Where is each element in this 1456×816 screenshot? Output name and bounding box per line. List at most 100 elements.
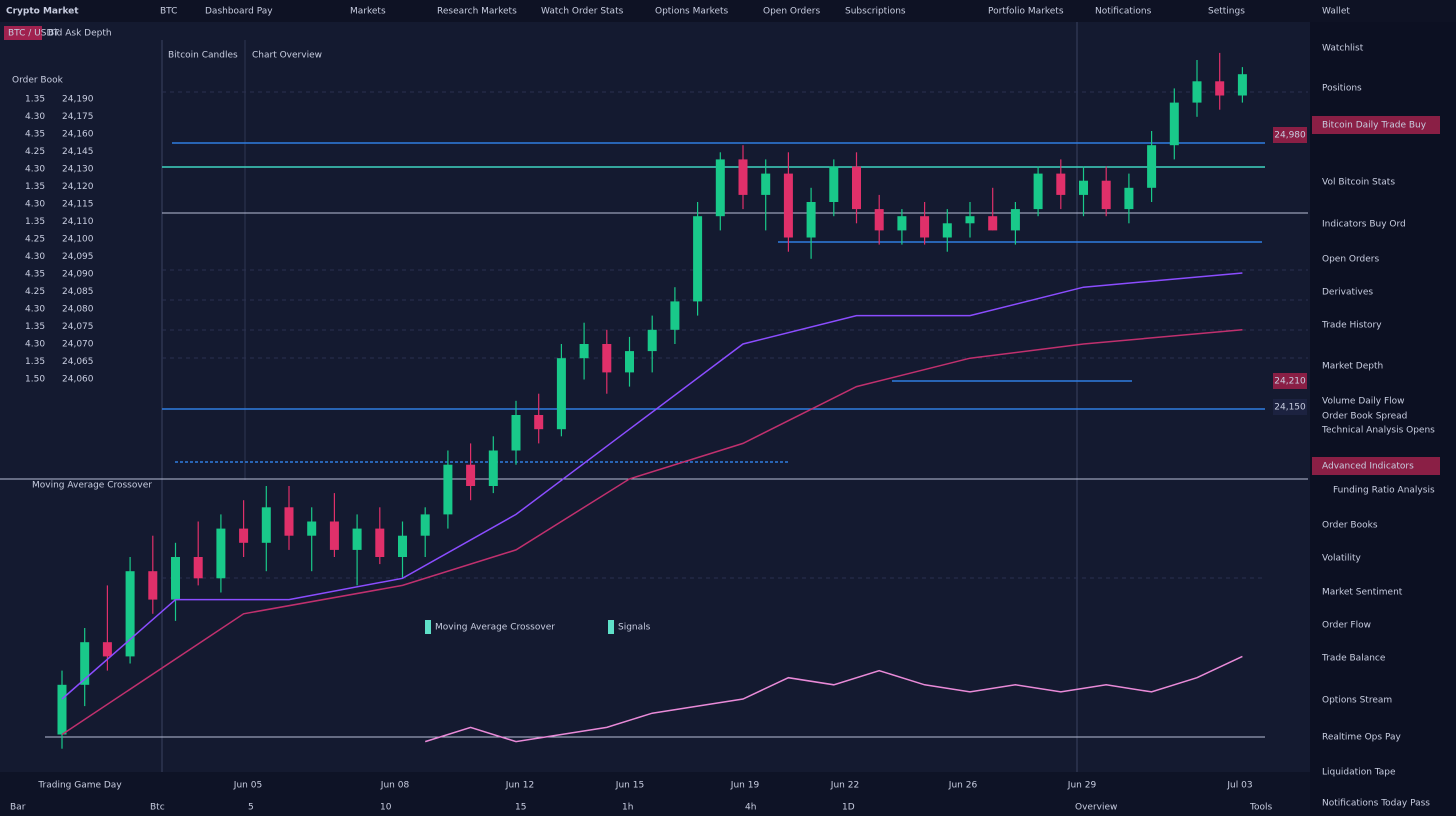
nav-item[interactable]: Research Markets — [437, 7, 517, 17]
side-item[interactable]: Advanced Indicators — [1322, 462, 1414, 472]
side-item[interactable]: Technical Analysis Opens — [1321, 426, 1435, 436]
footer-item[interactable]: Btc — [150, 803, 165, 813]
x-tick-label: Jun 26 — [948, 781, 978, 791]
x-tick-label: Jun 15 — [615, 781, 644, 791]
nav-item[interactable]: Dashboard Pay — [205, 7, 273, 17]
side-item[interactable]: Trade History — [1321, 321, 1382, 331]
side-item[interactable]: Indicators Buy Ord — [1322, 220, 1406, 230]
candle-body — [579, 344, 589, 359]
nav-item[interactable]: Subscriptions — [845, 7, 906, 17]
footer-item[interactable]: 4h — [745, 803, 756, 813]
footer-item[interactable]: 1h — [622, 803, 633, 813]
candle-body — [102, 642, 112, 657]
side-item[interactable]: Vol Bitcoin Stats — [1322, 178, 1395, 188]
account[interactable]: Wallet — [1322, 7, 1350, 17]
side-item[interactable]: Volume Daily Flow — [1322, 397, 1405, 407]
row-value: 24,065 — [62, 357, 94, 367]
candle-body — [988, 216, 998, 231]
candle-body — [329, 521, 339, 550]
side-item[interactable]: Funding Ratio Analysis — [1333, 486, 1435, 496]
side-item[interactable]: Bitcoin Daily Trade Buy — [1322, 121, 1427, 131]
candle-body — [352, 528, 362, 550]
candle-body — [148, 571, 158, 600]
price-tag-box — [1273, 373, 1307, 389]
row-label: 1.35 — [25, 217, 45, 227]
chart-subtitle: Chart Overview — [252, 51, 322, 61]
candle-body — [1056, 173, 1066, 195]
side-item[interactable]: Options Stream — [1322, 696, 1392, 706]
row-value: 24,115 — [62, 200, 94, 210]
x-tick-label: Jun 19 — [730, 781, 760, 791]
row-label: 4.25 — [25, 287, 45, 297]
footer-item[interactable]: 5 — [248, 803, 254, 813]
candle-body — [1033, 173, 1043, 210]
row-value: 24,160 — [62, 130, 94, 140]
right-panel — [1310, 22, 1456, 816]
candle-body — [761, 173, 771, 195]
candle-body — [556, 358, 566, 430]
candle-body — [783, 173, 793, 238]
candle-body — [443, 464, 453, 515]
nav-item[interactable]: Open Orders — [763, 7, 820, 17]
side-item[interactable]: Market Depth — [1322, 362, 1383, 372]
row-label: 4.35 — [25, 270, 45, 280]
legend-swatch — [608, 620, 614, 634]
nav-item[interactable]: Settings — [1208, 7, 1245, 17]
side-item[interactable]: Liquidation Tape — [1322, 768, 1396, 778]
side-item[interactable]: Watchlist — [1322, 44, 1364, 54]
side-item[interactable]: Derivatives — [1322, 288, 1373, 298]
footer-item[interactable]: Overview — [1075, 803, 1117, 813]
row-label: 1.35 — [25, 357, 45, 367]
nav-item[interactable]: Watch Order Stats — [541, 7, 624, 17]
price-tag-box — [1273, 127, 1307, 143]
candle-body — [852, 166, 861, 210]
tab[interactable]: Bid Ask Depth — [48, 29, 112, 39]
side-item[interactable]: Notifications Today Pass — [1322, 799, 1430, 809]
candle-body — [806, 202, 816, 238]
row-label: 1.50 — [25, 375, 45, 385]
side-item[interactable]: Order Book Spread — [1322, 412, 1407, 422]
candle-body — [1010, 209, 1020, 231]
row-value: 24,060 — [62, 375, 94, 385]
row-label: 4.30 — [25, 165, 45, 175]
candle-body — [1101, 180, 1111, 210]
side-item[interactable]: Open Orders — [1322, 255, 1379, 265]
side-item[interactable]: Trade Balance — [1321, 654, 1386, 664]
side-item[interactable]: Order Books — [1322, 521, 1378, 531]
row-label: 1.35 — [25, 95, 45, 105]
x-tick-label: Jun 08 — [380, 781, 410, 791]
row-value: 24,075 — [62, 322, 94, 332]
grid — [162, 91, 1308, 579]
nav-item[interactable]: Options Markets — [655, 7, 729, 17]
footer-item[interactable]: 1D — [842, 803, 855, 813]
side-item[interactable]: Order Flow — [1322, 621, 1371, 631]
footer-item[interactable]: 10 — [380, 803, 392, 813]
price-tag: 24,210 — [1274, 377, 1306, 387]
candle-body — [511, 415, 521, 451]
row-value: 24,175 — [62, 112, 94, 122]
footer-item[interactable]: 15 — [515, 803, 526, 813]
side-item[interactable]: Market Sentiment — [1322, 588, 1403, 598]
candle-body — [193, 557, 203, 579]
tab: BTC / USDT — [8, 29, 59, 39]
side-item[interactable]: Positions — [1322, 84, 1362, 94]
candle-body — [398, 535, 407, 557]
nav-item[interactable]: Markets — [350, 7, 386, 17]
footer-item[interactable]: Bar — [10, 803, 26, 813]
candle-body — [488, 450, 498, 486]
candle-body — [420, 514, 430, 536]
candle-body — [602, 344, 612, 373]
footer-item[interactable]: Tools — [1249, 803, 1272, 813]
candle-body — [829, 166, 839, 202]
nav-item[interactable]: Notifications — [1095, 7, 1152, 17]
x-tick-label: Jun 12 — [505, 781, 534, 791]
side-item[interactable]: Volatility — [1322, 554, 1362, 564]
row-label: 4.30 — [25, 252, 45, 262]
x-tick-label: Jun 05 — [233, 781, 262, 791]
side-item[interactable]: Realtime Ops Pay — [1322, 733, 1401, 743]
row-value: 24,080 — [62, 305, 94, 315]
candle-body — [1169, 102, 1179, 146]
nav-item[interactable]: Portfolio Markets — [988, 7, 1064, 17]
highlight-box — [1312, 116, 1440, 134]
